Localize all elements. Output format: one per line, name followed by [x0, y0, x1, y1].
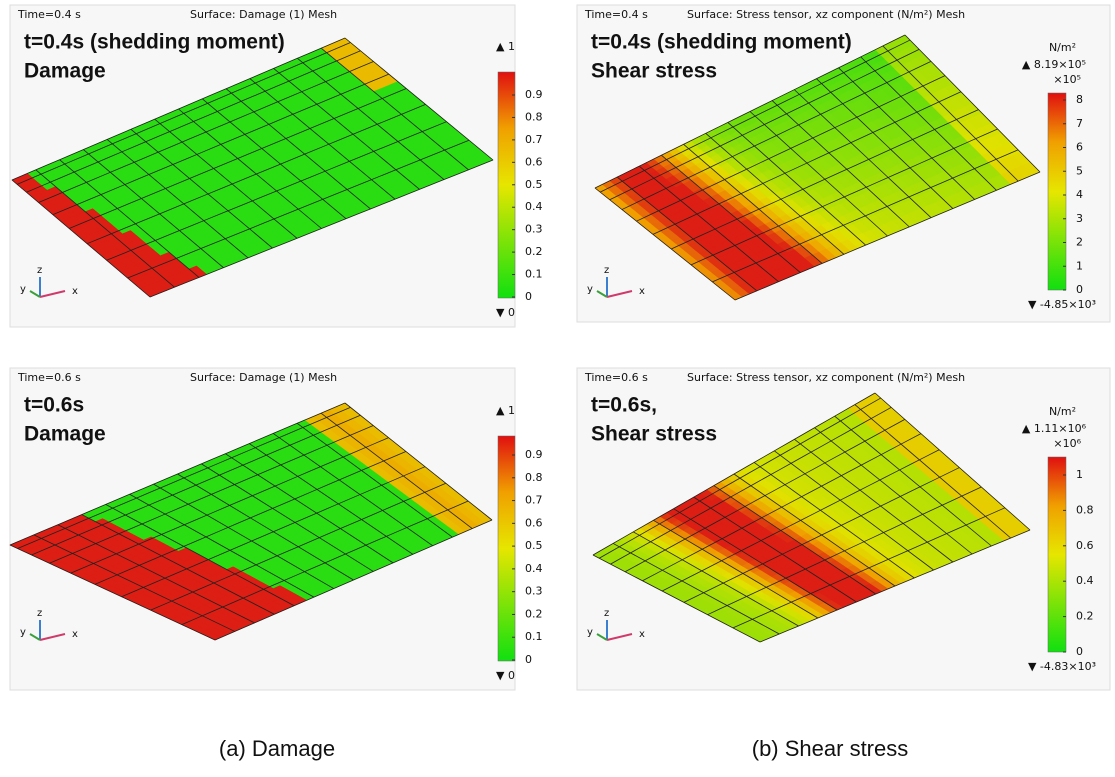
panel-heading: Shear stress	[591, 60, 717, 83]
surface-label: Surface: Damage (1) Mesh	[190, 371, 337, 384]
colorbar-tick-label: 0.2	[525, 245, 543, 258]
time-label: Time=0.6 s	[17, 371, 81, 384]
colorbar-tick-label: 0.2	[525, 607, 543, 620]
axis-label: x	[639, 286, 645, 297]
colorbar-tick-label: 0.7	[525, 133, 543, 146]
panel: Time=0.4 s Surface: Stress tensor, xz com…	[577, 5, 1110, 322]
colorbar-tick-label: 0.8	[525, 471, 543, 484]
colorbar	[1048, 93, 1066, 290]
colorbar-unit: N/m²	[1049, 41, 1076, 54]
colorbar-unit: N/m²	[1049, 405, 1076, 418]
colorbar-max: ▲ 1	[496, 404, 515, 417]
colorbar-tick-label: 0.3	[525, 585, 543, 598]
colorbar-tick-label: 0.5	[525, 539, 543, 552]
panel: Time=0.6 s Surface: Damage (1) Mesh t=0.6s…	[10, 368, 543, 690]
colorbar-tick-label: 0.1	[525, 630, 543, 643]
colorbar-tick-label: 6	[1076, 141, 1083, 154]
time-label: Time=0.4 s	[584, 8, 648, 21]
panel-heading: Damage	[24, 423, 106, 446]
colorbar-tick-label: 0.4	[1076, 574, 1094, 587]
panel-heading: t=0.6s	[24, 394, 84, 417]
panel-heading: t=0.4s (shedding moment)	[591, 31, 852, 54]
axis-label: y	[587, 627, 593, 638]
panel-heading: t=0.4s (shedding moment)	[24, 31, 285, 54]
colorbar-min: ▼ 0	[496, 669, 515, 682]
panel-heading: t=0.6s,	[591, 394, 657, 417]
colorbar	[498, 436, 515, 661]
colorbar-tick-label: 1	[1076, 468, 1083, 481]
colorbar-max: ▲ 1.11×10⁶	[1022, 422, 1087, 435]
surface-label: Surface: Damage (1) Mesh	[190, 8, 337, 21]
axis-label: x	[72, 629, 78, 640]
colorbar-tick-label: 0.6	[1076, 539, 1094, 552]
colorbar-tick-label: 1	[1076, 259, 1083, 272]
colorbar-tick-label: 0.4	[525, 200, 543, 213]
figure: (a) Damage (b) Shear stress Time=0.4 s Su…	[0, 0, 1115, 773]
colorbar-tick-label: 0.2	[1076, 610, 1094, 623]
axis-label: y	[20, 627, 26, 638]
colorbar-max: ▲ 1	[496, 40, 515, 53]
caption: (b) Shear stress	[752, 736, 909, 761]
colorbar-tick-label: 0.6	[525, 155, 543, 168]
colorbar-multiplier: ×10⁶	[1053, 437, 1081, 450]
colorbar-tick-label: 5	[1076, 164, 1083, 177]
surface-label: Surface: Stress tensor, xz component (N/…	[687, 371, 965, 384]
colorbar-tick-label: 0.6	[525, 516, 543, 529]
colorbar-min: ▼ 0	[496, 306, 515, 319]
axis-label: z	[604, 265, 609, 276]
colorbar-tick-label: 0.8	[525, 110, 543, 123]
colorbar-tick-label: 0.9	[525, 448, 543, 461]
panel-heading: Damage	[24, 60, 106, 83]
time-label: Time=0.4 s	[17, 8, 81, 21]
colorbar-tick-label: 0	[525, 653, 532, 666]
colorbar-tick-label: 8	[1076, 93, 1083, 106]
time-label: Time=0.6 s	[584, 371, 648, 384]
colorbar-tick-label: 0.9	[525, 88, 543, 101]
caption: (a) Damage	[219, 736, 335, 761]
colorbar-tick-label: 0.7	[525, 494, 543, 507]
colorbar-tick-label: 0	[1076, 283, 1083, 296]
panel-heading: Shear stress	[591, 423, 717, 446]
colorbar-tick-label: 0.4	[525, 562, 543, 575]
surface-label: Surface: Stress tensor, xz component (N/…	[687, 8, 965, 21]
colorbar-tick-label: 0.5	[525, 178, 543, 191]
colorbar-multiplier: ×10⁵	[1053, 73, 1081, 86]
colorbar-min: ▼ -4.83×10³	[1028, 660, 1096, 673]
colorbar-tick-label: 0.3	[525, 223, 543, 236]
colorbar-max: ▲ 8.19×10⁵	[1022, 58, 1086, 71]
colorbar-min: ▼ -4.85×10³	[1028, 298, 1096, 311]
colorbar-tick-label: 0	[1076, 645, 1083, 658]
axis-label: z	[604, 608, 609, 619]
axis-label: x	[639, 629, 645, 640]
colorbar-tick-label: 0.8	[1076, 503, 1094, 516]
colorbar-tick-label: 3	[1076, 212, 1083, 225]
axis-label: y	[587, 284, 593, 295]
colorbar-tick-label: 0.1	[525, 268, 543, 281]
panel: Time=0.4 s Surface: Damage (1) Mesh t=0.4s…	[10, 5, 543, 327]
colorbar-tick-label: 2	[1076, 236, 1083, 249]
colorbar-tick-label: 7	[1076, 117, 1083, 130]
axis-label: x	[72, 286, 78, 297]
colorbar-tick-label: 4	[1076, 188, 1083, 201]
colorbar-tick-label: 0	[525, 290, 532, 303]
axis-label: z	[37, 265, 42, 276]
panel: Time=0.6 s Surface: Stress tensor, xz com…	[577, 368, 1110, 690]
axis-label: y	[20, 284, 26, 295]
colorbar	[1048, 457, 1066, 652]
axis-label: z	[37, 608, 42, 619]
